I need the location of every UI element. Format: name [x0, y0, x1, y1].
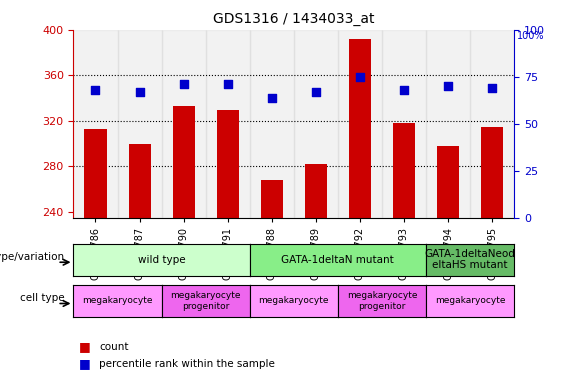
Point	[444, 83, 453, 89]
Point	[179, 81, 188, 87]
Text: ■: ■	[79, 340, 91, 353]
Bar	[393, 123, 415, 218]
Text: megakaryocyte
progenitor: megakaryocyte progenitor	[347, 291, 417, 310]
Bar	[118, 30, 162, 217]
Point	[91, 87, 100, 93]
Text: wild type: wild type	[138, 255, 185, 265]
Bar	[162, 30, 206, 217]
Point	[355, 74, 364, 80]
Bar	[173, 106, 194, 218]
Text: megakaryocyte: megakaryocyte	[435, 296, 505, 305]
Text: GATA-1deltaN mutant: GATA-1deltaN mutant	[281, 255, 394, 265]
Text: genotype/variation: genotype/variation	[0, 252, 64, 261]
Bar	[470, 30, 514, 217]
Bar	[250, 30, 294, 217]
Bar	[206, 30, 250, 217]
Bar	[481, 127, 503, 218]
Point	[135, 89, 144, 95]
Point	[267, 94, 276, 100]
Bar	[382, 30, 426, 217]
Point	[399, 87, 408, 93]
Point	[488, 85, 497, 91]
Text: ■: ■	[79, 357, 91, 370]
Text: 100%: 100%	[517, 31, 545, 41]
Bar	[426, 30, 470, 217]
Bar	[85, 129, 106, 218]
Text: count: count	[99, 342, 128, 352]
Text: GATA-1deltaNeod
eltaHS mutant: GATA-1deltaNeod eltaHS mutant	[425, 249, 515, 270]
Bar	[349, 39, 371, 218]
Point	[223, 81, 232, 87]
Title: GDS1316 / 1434033_at: GDS1316 / 1434033_at	[213, 12, 375, 26]
Text: percentile rank within the sample: percentile rank within the sample	[99, 359, 275, 369]
Bar	[305, 164, 327, 218]
Bar	[128, 144, 150, 218]
Text: megakaryocyte
progenitor: megakaryocyte progenitor	[171, 291, 241, 310]
Bar	[338, 30, 382, 217]
Bar	[217, 110, 238, 218]
Text: megakaryocyte: megakaryocyte	[259, 296, 329, 305]
Point	[311, 89, 320, 95]
Bar	[294, 30, 338, 217]
Bar	[73, 30, 118, 217]
Bar	[437, 146, 459, 218]
Text: megakaryocyte: megakaryocyte	[82, 296, 153, 305]
Bar	[261, 180, 283, 218]
Text: cell type: cell type	[20, 293, 64, 303]
